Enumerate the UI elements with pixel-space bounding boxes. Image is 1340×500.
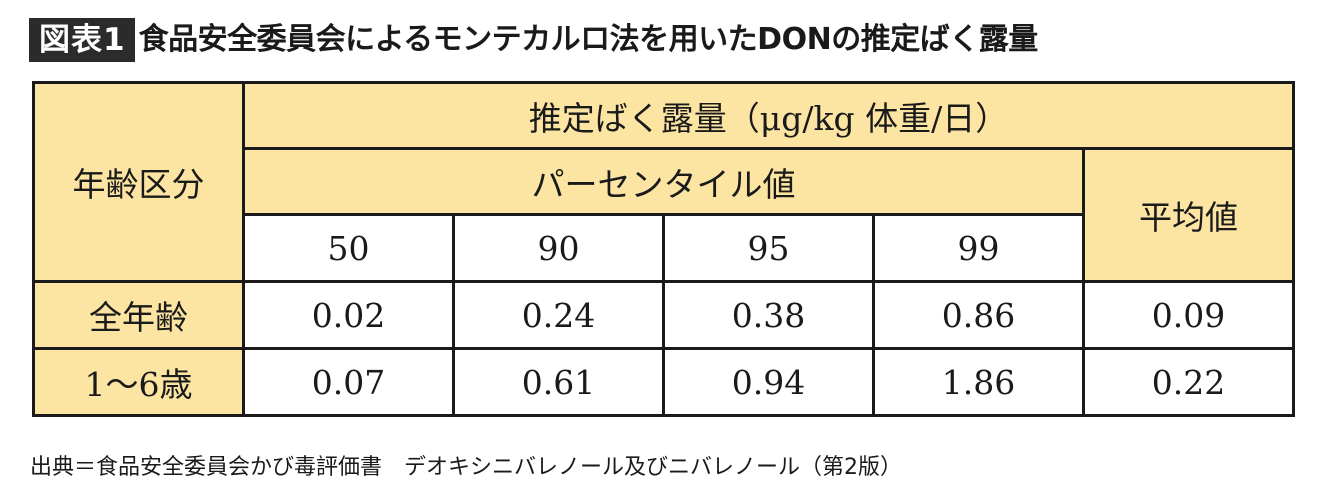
row-label-1-6-years: 1～6歳 xyxy=(32,347,245,417)
figure-title: 図表1 食品安全委員会によるモンテカルロ法を用いたDONの推定ばく露量 xyxy=(29,14,1038,66)
table-cell: 0.94 xyxy=(662,347,875,417)
table-row: 全年齢 0.02 0.24 0.38 0.86 0.09 xyxy=(32,280,1295,350)
source-note: 出典＝食品安全委員会かび毒評価書 デオキシニバレノール及びニバレノール（第2版） xyxy=(30,455,902,480)
mean-cell: 0.09 xyxy=(1082,280,1295,350)
table-cell: 0.86 xyxy=(872,280,1085,350)
header-row-2: パーセンタイル値 平均値 xyxy=(34,147,1295,283)
percentile-90-header: 90 xyxy=(452,213,665,283)
header-row-1: 年齢区分 推定ばく露量（μg/kg 体重/日） xyxy=(32,81,1295,283)
percentile-50-header: 50 xyxy=(242,213,455,283)
exposure-header: 推定ばく露量（μg/kg 体重/日） xyxy=(242,81,1295,150)
table-cell: 0.07 xyxy=(242,347,455,417)
age-group-header: 年齢区分 xyxy=(32,81,245,283)
mean-cell: 0.22 xyxy=(1082,347,1295,417)
figure-title-text: 食品安全委員会によるモンテカルロ法を用いたDONの推定ばく露量 xyxy=(138,22,1039,57)
table-cell: 0.61 xyxy=(452,347,665,417)
table-row: 1～6歳 0.07 0.61 0.94 1.86 0.22 xyxy=(32,347,1295,417)
row-label-all-ages: 全年齢 xyxy=(32,280,245,350)
percentile-header: パーセンタイル値 xyxy=(242,147,1085,216)
percentile-99-header: 99 xyxy=(872,213,1085,283)
percentile-row: 50 90 95 99 xyxy=(34,213,1294,283)
figure-label-badge: 図表1 xyxy=(29,18,135,62)
exposure-table: 年齢区分 推定ばく露量（μg/kg 体重/日） パーセンタイル値 平均値 50 … xyxy=(32,81,1295,417)
table-cell: 0.24 xyxy=(452,280,665,350)
percentile-95-header: 95 xyxy=(662,213,875,283)
table-cell: 0.02 xyxy=(242,280,455,350)
table-cell: 1.86 xyxy=(872,347,1085,417)
mean-header: 平均値 xyxy=(1082,147,1295,283)
table-cell: 0.38 xyxy=(662,280,875,350)
